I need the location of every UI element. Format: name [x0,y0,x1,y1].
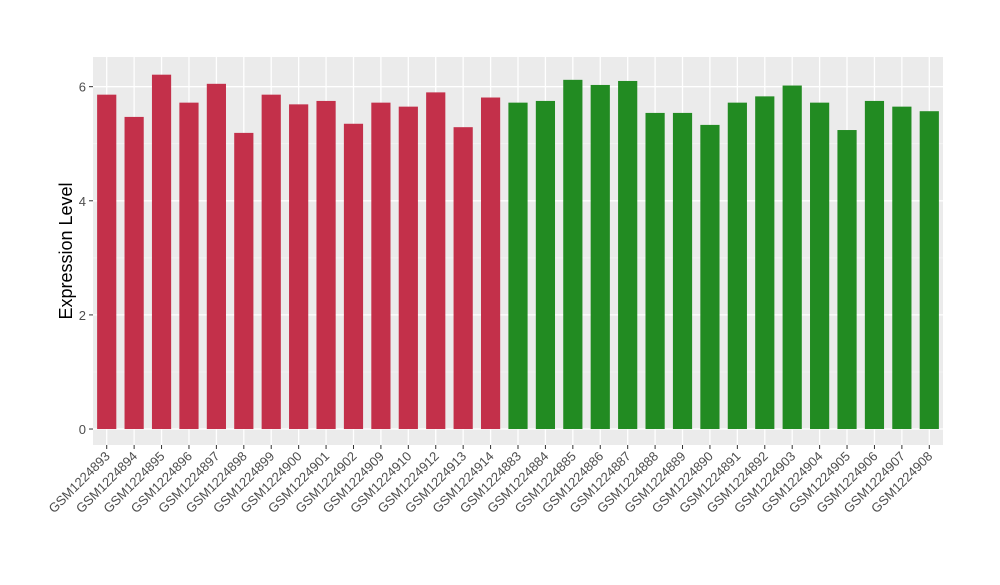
bar-GSM1224901 [316,100,336,430]
bar-GSM1224899 [261,94,281,430]
bar-GSM1224885 [563,79,583,430]
bar-GSM1224883 [508,102,528,430]
bar-GSM1224891 [727,102,747,430]
bar-GSM1224904 [810,102,830,430]
bar-GSM1224894 [124,116,144,430]
bar-GSM1224909 [371,102,391,430]
bar-GSM1224907 [892,106,912,430]
bar-GSM1224889 [672,112,693,430]
bar-GSM1224892 [755,96,775,430]
bar-GSM1224897 [206,83,226,430]
bar-GSM1224886 [590,84,610,430]
bar-GSM1224903 [782,85,802,430]
bar-GSM1224890 [700,124,720,430]
bar-GSM1224913 [453,127,473,430]
bar-GSM1224893 [97,94,117,430]
bar-GSM1224898 [234,132,254,430]
bar-GSM1224884 [535,100,556,430]
bar-GSM1224900 [289,104,309,430]
bar-GSM1224895 [151,74,172,430]
y-tick-label: 4 [79,194,86,209]
x-axis: GSM1224893GSM1224894GSM1224895GSM1224896… [45,445,935,516]
bar-GSM1224905 [837,130,857,430]
y-tick-label: 0 [79,422,86,437]
y-axis-label: Expression Level [56,182,76,319]
bar-GSM1224910 [398,106,418,430]
bar-GSM1224912 [426,92,446,430]
bar-GSM1224906 [864,100,885,430]
y-tick-label: 6 [79,80,86,95]
bar-GSM1224896 [179,102,199,430]
bar-GSM1224888 [645,112,665,430]
y-tick-label: 2 [79,308,86,323]
bar-GSM1224902 [343,123,364,430]
bars [97,74,939,430]
bar-GSM1224914 [480,97,501,430]
y-axis: 0 2 4 6 [79,80,93,437]
bar-GSM1224908 [919,111,939,430]
bar-GSM1224887 [618,80,638,430]
